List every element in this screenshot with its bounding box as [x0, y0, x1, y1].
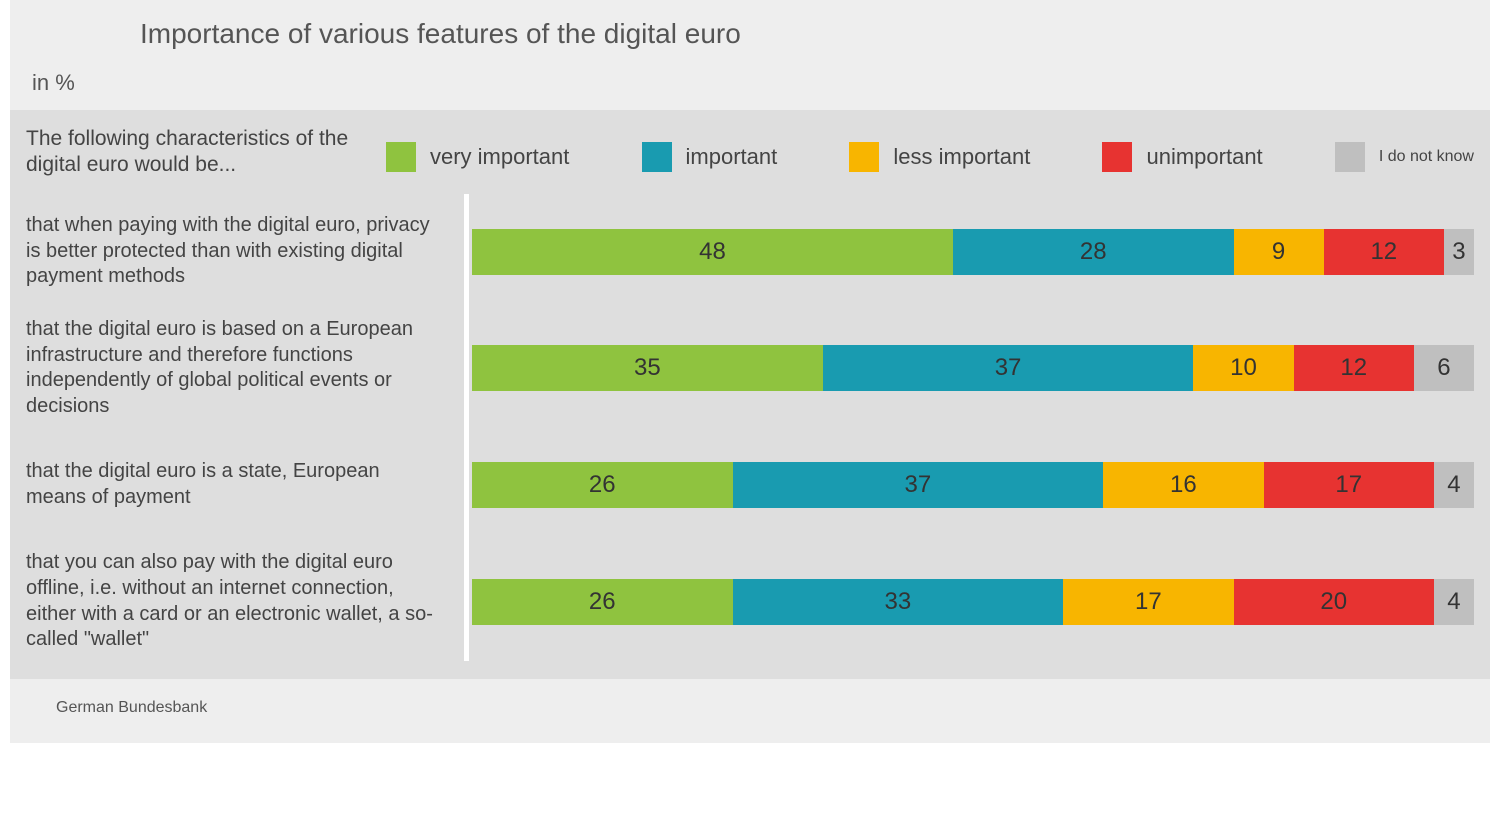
bar-segment: 26	[472, 579, 733, 625]
bar-segment: 16	[1103, 462, 1263, 508]
stacked-bar: 263317204	[472, 579, 1474, 625]
bar-segment: 4	[1434, 462, 1474, 508]
bar-segment: 35	[472, 345, 823, 391]
bar-segment: 6	[1414, 345, 1474, 391]
bar-segment: 33	[733, 579, 1064, 625]
bar-segment: 17	[1063, 579, 1233, 625]
legend-item: less important	[849, 142, 1030, 172]
stacked-bar: 353710126	[472, 345, 1474, 391]
legend-item: very important	[386, 142, 569, 172]
header-row: The following characteristics of the dig…	[26, 120, 1474, 194]
bar-segment: 10	[1193, 345, 1293, 391]
bar-segment: 26	[472, 462, 733, 508]
chart-title: Importance of various features of the di…	[10, 18, 1490, 70]
bar-area: 263716174	[456, 462, 1474, 508]
bar-segment: 3	[1444, 229, 1474, 275]
chart-footer: German Bundesbank	[10, 679, 1490, 743]
chart-subtitle: in %	[10, 70, 1490, 96]
legend-item: I do not know	[1335, 142, 1474, 172]
prompt-text: The following characteristics of the dig…	[26, 120, 366, 179]
bar-area: 353710126	[456, 345, 1474, 391]
row-label: that when paying with the digital euro, …	[26, 213, 456, 290]
legend-label: unimportant	[1146, 144, 1262, 170]
row-label: that you can also pay with the digital e…	[26, 550, 456, 652]
legend-swatch	[1335, 142, 1365, 172]
bar-segment: 4	[1434, 579, 1474, 625]
bar-area: 263317204	[456, 579, 1474, 625]
title-area: Importance of various features of the di…	[10, 0, 1490, 110]
row-label: that the digital euro is based on a Euro…	[26, 317, 456, 419]
chart-container: Importance of various features of the di…	[10, 0, 1490, 743]
legend-label: important	[686, 144, 778, 170]
bar-row: that when paying with the digital euro, …	[26, 194, 1474, 309]
bar-row: that you can also pay with the digital e…	[26, 542, 1474, 660]
legend-swatch	[1102, 142, 1132, 172]
legend-label: I do not know	[1379, 148, 1474, 166]
stacked-bar: 263716174	[472, 462, 1474, 508]
bar-segment: 37	[733, 462, 1104, 508]
legend: very important important less important uni…	[366, 120, 1474, 194]
bar-rows: that when paying with the digital euro, …	[26, 194, 1474, 661]
bar-segment: 12	[1324, 229, 1444, 275]
bar-row: that the digital euro is a state, Europe…	[26, 427, 1474, 542]
legend-item: important	[642, 142, 778, 172]
legend-swatch	[386, 142, 416, 172]
legend-swatch	[849, 142, 879, 172]
bar-segment: 20	[1234, 579, 1434, 625]
bar-segment: 28	[953, 229, 1234, 275]
legend-label: less important	[893, 144, 1030, 170]
bar-segment: 17	[1264, 462, 1434, 508]
bar-area: 48289123	[456, 229, 1474, 275]
chart-body: The following characteristics of the dig…	[10, 110, 1490, 679]
bar-segment: 48	[472, 229, 953, 275]
row-label: that the digital euro is a state, Europe…	[26, 459, 456, 510]
legend-item: unimportant	[1102, 142, 1262, 172]
bar-segment: 9	[1234, 229, 1324, 275]
bar-row: that the digital euro is based on a Euro…	[26, 309, 1474, 427]
bar-segment: 37	[823, 345, 1194, 391]
stacked-bar: 48289123	[472, 229, 1474, 275]
legend-swatch	[642, 142, 672, 172]
legend-label: very important	[430, 144, 569, 170]
axis-line	[464, 194, 469, 661]
bar-segment: 12	[1294, 345, 1414, 391]
